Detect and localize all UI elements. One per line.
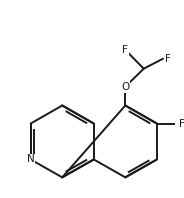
Text: F: F [179,119,184,129]
Text: F: F [165,54,171,64]
Text: F: F [122,45,128,55]
Text: N: N [27,154,35,165]
Text: O: O [121,82,130,92]
